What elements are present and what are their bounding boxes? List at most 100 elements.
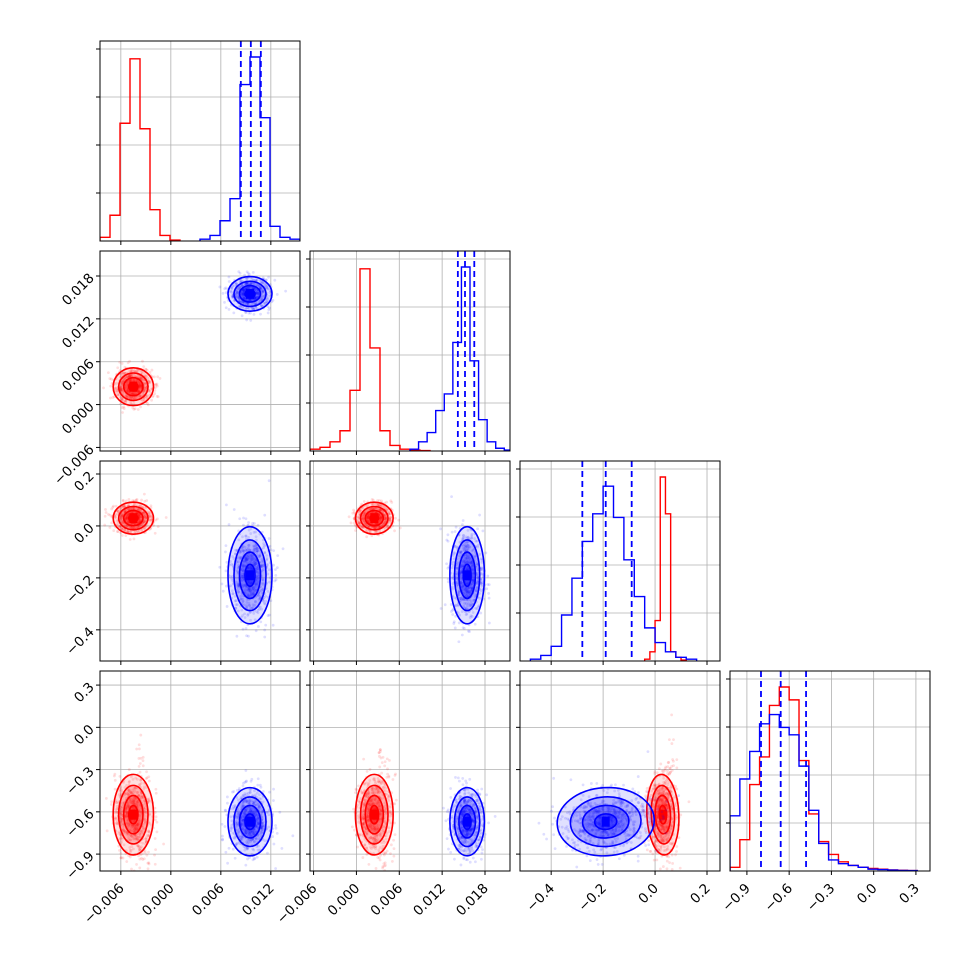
sample-point bbox=[255, 577, 259, 581]
sample-point bbox=[153, 853, 156, 857]
sample-point bbox=[455, 577, 459, 581]
sample-point bbox=[266, 305, 270, 309]
sample-point bbox=[239, 556, 243, 560]
sample-point bbox=[370, 534, 374, 538]
sample-point bbox=[235, 295, 239, 299]
sample-point bbox=[141, 841, 145, 845]
sample-point bbox=[255, 549, 259, 553]
sample-point bbox=[235, 560, 239, 564]
sample-point bbox=[241, 614, 244, 617]
sample-point bbox=[378, 508, 382, 512]
sample-point bbox=[255, 278, 259, 282]
sample-point bbox=[130, 391, 134, 395]
sample-point bbox=[362, 514, 365, 518]
sample-point bbox=[136, 822, 140, 826]
sample-point bbox=[137, 513, 141, 517]
sample-point bbox=[234, 548, 237, 552]
sample-point bbox=[261, 289, 264, 293]
sample-point bbox=[257, 292, 261, 296]
sample-point bbox=[134, 828, 138, 832]
sample-point bbox=[246, 580, 250, 583]
sample-point bbox=[388, 510, 391, 514]
sample-point bbox=[120, 527, 124, 531]
sample-point bbox=[256, 291, 259, 295]
sample-point bbox=[112, 774, 116, 778]
sample-point bbox=[474, 539, 478, 543]
sample-point bbox=[365, 516, 369, 519]
corner-panels: −0.0060.0000.0060.0120.018−0.4−0.20.00.2… bbox=[51, 40, 931, 927]
sample-point bbox=[247, 594, 251, 598]
sample-point bbox=[130, 802, 134, 805]
sample-point bbox=[110, 507, 114, 511]
sample-point bbox=[476, 545, 480, 549]
sample-point bbox=[241, 549, 245, 552]
sample-point bbox=[116, 530, 120, 533]
sample-point bbox=[137, 513, 141, 517]
sample-point bbox=[241, 290, 245, 294]
sample-point bbox=[138, 848, 142, 852]
sample-point bbox=[381, 510, 385, 514]
sample-point bbox=[466, 594, 470, 598]
sample-point bbox=[264, 623, 268, 627]
sample-point bbox=[129, 829, 133, 833]
sample-point bbox=[258, 553, 262, 556]
sample-point bbox=[460, 633, 464, 637]
sample-point bbox=[254, 583, 258, 587]
sample-point bbox=[241, 600, 245, 604]
sample-point bbox=[453, 596, 457, 600]
sample-point bbox=[245, 585, 248, 589]
sample-point bbox=[125, 375, 129, 379]
sample-point bbox=[459, 550, 463, 554]
sample-point bbox=[469, 558, 472, 562]
sample-point bbox=[464, 544, 468, 548]
sample-point bbox=[452, 552, 456, 555]
sample-point bbox=[239, 597, 243, 601]
sample-point bbox=[120, 380, 124, 384]
sample-point bbox=[240, 573, 244, 576]
sample-point bbox=[451, 608, 454, 612]
sample-point bbox=[140, 498, 143, 502]
sample-point bbox=[249, 554, 253, 557]
density-peak bbox=[129, 513, 138, 524]
sample-point bbox=[260, 563, 264, 567]
sample-point bbox=[362, 512, 366, 515]
sample-point bbox=[135, 803, 139, 807]
sample-point bbox=[241, 578, 245, 582]
sample-point bbox=[253, 585, 257, 588]
sample-point bbox=[471, 575, 475, 579]
sample-point bbox=[253, 550, 257, 553]
sample-point bbox=[128, 779, 131, 783]
sample-point bbox=[247, 594, 251, 598]
sample-point bbox=[451, 582, 455, 586]
sample-point bbox=[463, 593, 467, 596]
sample-point bbox=[139, 829, 143, 833]
panel-content bbox=[100, 41, 300, 241]
sample-point bbox=[450, 576, 453, 580]
sample-point bbox=[121, 379, 125, 383]
sample-point bbox=[460, 610, 464, 613]
sample-point bbox=[230, 589, 234, 593]
sample-point bbox=[123, 365, 127, 369]
sample-point bbox=[251, 555, 255, 559]
sample-point bbox=[365, 529, 369, 533]
sample-point bbox=[137, 757, 141, 760]
sample-point bbox=[254, 582, 257, 586]
sample-point bbox=[475, 607, 479, 611]
sample-point bbox=[249, 589, 252, 593]
sample-point bbox=[125, 389, 129, 392]
sample-point bbox=[475, 539, 479, 543]
sample-point bbox=[125, 395, 129, 399]
sample-point bbox=[132, 378, 136, 382]
sample-point bbox=[241, 627, 245, 631]
sample-point bbox=[124, 387, 128, 391]
sample-point bbox=[467, 629, 470, 633]
sample-point bbox=[138, 515, 141, 519]
sample-point bbox=[238, 286, 241, 290]
sample-point bbox=[151, 395, 155, 399]
sample-point bbox=[269, 548, 273, 552]
sample-point bbox=[249, 589, 252, 593]
sample-point bbox=[143, 389, 147, 392]
sample-point bbox=[134, 827, 138, 831]
sample-point bbox=[462, 542, 466, 546]
sample-point bbox=[139, 853, 143, 857]
